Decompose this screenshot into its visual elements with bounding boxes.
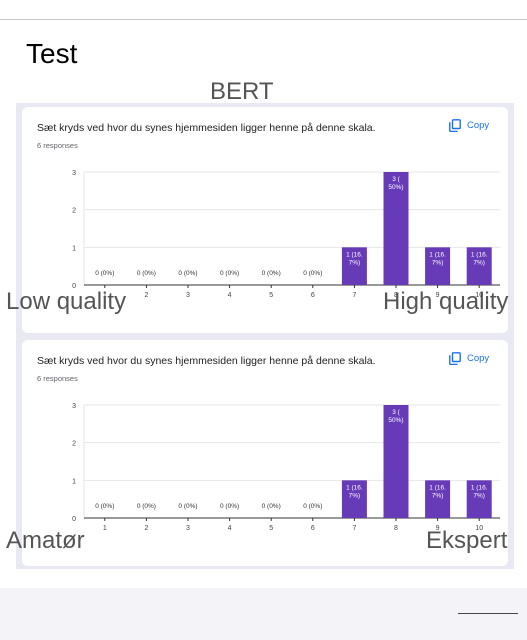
copy-button[interactable]: Copy — [449, 352, 489, 365]
x-tick-label: 5 — [269, 292, 273, 297]
x-tick-label: 1 — [103, 525, 107, 530]
bar-data-label: 1 (16. 7%) — [346, 484, 363, 499]
x-tick-label: 4 — [228, 525, 232, 530]
bar — [425, 480, 451, 518]
question-text: Sæt kryds ved hvor du synes hjemmesiden … — [37, 122, 376, 134]
x-tick-label: 7 — [352, 525, 356, 530]
x-tick-label: 5 — [269, 525, 273, 530]
bar — [383, 405, 409, 518]
x-tick-label: 6 — [311, 525, 315, 530]
x-tick-label: 10 — [475, 525, 483, 530]
copy-button[interactable]: Copy — [449, 119, 489, 132]
bar — [341, 247, 367, 285]
scale-low-label: Low quality — [6, 288, 127, 315]
x-tick-label: 8 — [394, 292, 398, 297]
responses-count: 6 responses — [37, 141, 78, 150]
bar-data-label: 0 (0%) — [262, 270, 281, 277]
bar-data-label: 1 (16. 7%) — [346, 251, 363, 266]
y-tick-label: 0 — [72, 516, 76, 523]
bar-data-label: 0 (0%) — [262, 503, 281, 510]
top-divider — [0, 19, 527, 20]
copy-icon — [449, 352, 461, 365]
bar — [466, 480, 492, 518]
bar-data-label: 0 (0%) — [95, 270, 114, 277]
x-tick-label: 3 — [186, 292, 190, 297]
bar-data-label: 0 (0%) — [137, 270, 156, 277]
footer-area — [0, 588, 527, 640]
section-label: BERT — [210, 78, 274, 105]
x-tick-label: 1 — [103, 292, 107, 297]
bar-data-label: 0 (0%) — [220, 270, 239, 277]
y-tick-label: 1 — [72, 478, 76, 485]
bar-data-label: 1 (16. 7%) — [429, 484, 446, 499]
chart-card-1: Sæt kryds ved hvor du synes hjemmesiden … — [22, 107, 508, 333]
bar — [341, 480, 367, 518]
page-title: Test — [26, 38, 78, 69]
copy-label: Copy — [467, 120, 490, 131]
bar — [425, 247, 451, 285]
bar-data-label: 1 (16. 7%) — [471, 484, 488, 499]
bar-data-label: 0 (0%) — [178, 270, 197, 277]
scale-high-label: High quality — [383, 288, 509, 315]
bar-data-label: 3 (50%) — [388, 176, 403, 191]
bar-data-label: 1 (16. 7%) — [471, 251, 488, 266]
bar-data-label: 0 (0%) — [303, 270, 322, 277]
bar — [466, 247, 492, 285]
x-tick-label: 4 — [228, 292, 232, 297]
bar-data-label: 0 (0%) — [95, 503, 114, 510]
copy-label: Copy — [467, 353, 490, 364]
responses-count: 6 responses — [37, 374, 78, 383]
scale-high-label: Ekspert — [426, 527, 508, 554]
x-tick-label: 9 — [436, 292, 440, 297]
copy-icon — [449, 119, 461, 132]
x-tick-label: 6 — [311, 292, 315, 297]
y-tick-label: 0 — [72, 283, 76, 290]
bar-chart: 0 1 2 3 1 0 (0%) 2 0 (0%) 3 0 (0%) 4 0 (0%) 5 0 (0%) 6… — [72, 170, 500, 297]
question-text: Sæt kryds ved hvor du synes hjemmesiden … — [37, 355, 376, 367]
bar-data-label: 0 (0%) — [178, 503, 197, 510]
x-tick-label: 2 — [144, 525, 148, 530]
x-tick-label: 8 — [394, 525, 398, 530]
bar — [383, 172, 409, 285]
bar-data-label: 0 (0%) — [137, 503, 156, 510]
x-tick-label: 9 — [436, 525, 440, 530]
y-tick-label: 1 — [72, 245, 76, 252]
bar-chart: 0 1 2 3 1 0 (0%) 2 0 (0%) 3 0 (0%) 4 0 (0%) 5 0 (0%) 6… — [72, 403, 500, 530]
x-tick-label: 10 — [475, 292, 483, 297]
y-tick-label: 2 — [72, 441, 76, 448]
y-tick-label: 3 — [72, 403, 76, 410]
scale-low-label: Amatør — [6, 527, 85, 554]
bar-data-label: 1 (16. 7%) — [429, 251, 446, 266]
footer-line — [458, 613, 518, 614]
bar-data-label: 0 (0%) — [303, 503, 322, 510]
bar-data-label: 3 (50%) — [388, 409, 403, 424]
x-tick-label: 2 — [144, 292, 148, 297]
bar-data-label: 0 (0%) — [220, 503, 239, 510]
y-tick-label: 2 — [72, 208, 76, 215]
x-tick-label: 3 — [186, 525, 190, 530]
x-tick-label: 7 — [352, 292, 356, 297]
y-tick-label: 3 — [72, 170, 76, 177]
chart-card-2: Sæt kryds ved hvor du synes hjemmesiden … — [22, 340, 508, 566]
